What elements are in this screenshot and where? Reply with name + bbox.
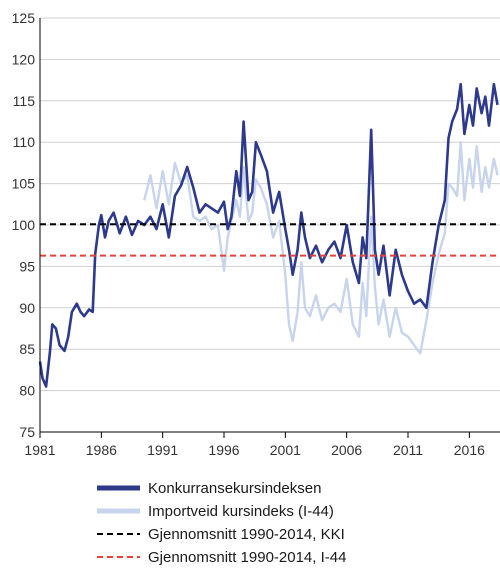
legend-label: Gjennomsnitt 1990-2014, KKI: [148, 526, 345, 543]
x-tick-label: 1991: [147, 442, 178, 458]
y-tick-label: 90: [19, 300, 35, 316]
y-tick-label: 75: [19, 424, 35, 440]
x-tick-label: 2016: [454, 442, 485, 458]
y-tick-label: 95: [19, 258, 35, 274]
y-tick-label: 125: [12, 10, 36, 26]
legend-label: Konkurransekursindeksen: [148, 480, 321, 497]
y-tick-label: 80: [19, 383, 35, 399]
x-tick-label: 1996: [208, 442, 239, 458]
x-tick-label: 2011: [393, 442, 423, 458]
y-axis-ticks: 75 80 85 90 95 100 105 110 115 120 125: [12, 10, 36, 440]
legend-label: Gjennomsnitt 1990-2014, I-44: [148, 549, 346, 566]
y-tick-label: 120: [12, 51, 36, 67]
x-axis-ticks: 1981 1986 1991 1996 2001 2006 2011 2016: [24, 432, 485, 458]
y-tick-label: 105: [12, 176, 36, 192]
i44-series-line: [143, 140, 499, 355]
x-tick-label: 2006: [331, 442, 362, 458]
chart-axes: [39, 18, 500, 433]
x-tick-label: 1981: [24, 442, 55, 458]
chart-legend: Konkurransekursindeksen Importveid kursin…: [97, 480, 346, 566]
kki-series-line: [38, 82, 499, 388]
y-tick-label: 110: [13, 134, 36, 150]
chart-series: [38, 82, 500, 388]
y-tick-label: 85: [19, 341, 35, 357]
y-tick-label: 100: [12, 217, 36, 233]
x-tick-label: 1986: [86, 442, 117, 458]
y-tick-label: 115: [13, 93, 36, 109]
x-tick-label: 2001: [270, 442, 301, 458]
legend-label: Importveid kursindeks (I-44): [148, 503, 334, 520]
